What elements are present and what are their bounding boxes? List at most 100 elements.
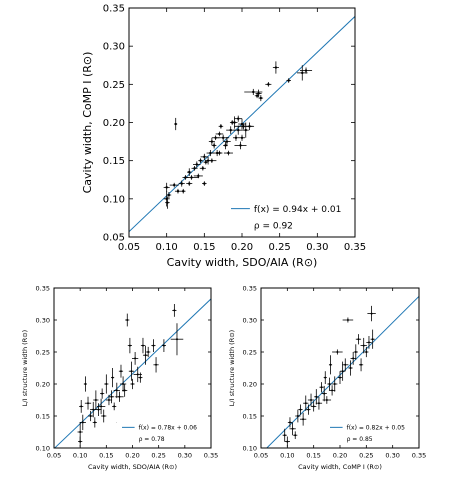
legend-box [226, 195, 351, 233]
point-marker [144, 354, 147, 357]
data-point [315, 396, 323, 410]
x-tick-label: 0.10 [280, 452, 294, 460]
data-point [231, 116, 238, 129]
point-marker [362, 344, 365, 347]
y-tick-label: 0.15 [36, 412, 50, 420]
point-marker [304, 402, 307, 405]
data-point [353, 344, 358, 360]
point-marker [237, 128, 240, 132]
data-point [327, 377, 332, 391]
data-point [92, 417, 97, 428]
data-point [118, 364, 124, 378]
x-tick-label: 0.20 [231, 242, 253, 253]
data-point [328, 355, 333, 375]
data-point [282, 428, 287, 442]
legend-box [117, 418, 207, 444]
data-point [180, 188, 186, 194]
x-tick-label: 0.35 [412, 452, 426, 460]
y-tick-label: 0.25 [243, 348, 257, 356]
point-marker [218, 151, 221, 155]
data-point [193, 173, 203, 179]
point-marker [240, 136, 244, 139]
data-point [223, 137, 231, 147]
data-point [287, 417, 293, 428]
data-point [108, 390, 115, 404]
data-point [207, 158, 217, 163]
y-tick-label: 0.25 [103, 80, 125, 91]
data-point [83, 376, 87, 392]
data-point [112, 402, 117, 411]
data-point [163, 182, 170, 192]
data-point [311, 401, 317, 412]
point-marker [242, 125, 245, 128]
point-marker [93, 421, 96, 424]
data-point [337, 371, 343, 384]
point-marker [209, 151, 212, 155]
point-marker [128, 344, 131, 347]
x-tick-label: 0.20 [333, 452, 347, 460]
point-marker [210, 140, 214, 143]
data-point [272, 61, 279, 74]
point-marker [193, 167, 196, 170]
data-point [101, 409, 107, 423]
point-marker [89, 415, 92, 417]
y-tick-label: 0.30 [36, 316, 50, 324]
point-marker [79, 431, 82, 433]
x-tick-label: 0.30 [306, 242, 328, 253]
data-point [303, 395, 309, 411]
point-marker [219, 125, 223, 128]
x-axis-label: Cavity width, SDO/AIA (R⊙) [167, 256, 318, 269]
point-marker [84, 383, 87, 385]
x-tick-label: 0.05 [47, 452, 61, 460]
y-tick-label: 0.05 [103, 233, 125, 244]
point-marker [346, 319, 349, 321]
point-marker [87, 402, 90, 405]
data-point [193, 161, 201, 168]
point-marker [180, 182, 183, 185]
point-marker [336, 351, 339, 353]
point-marker [122, 383, 125, 385]
data-point [200, 153, 209, 160]
data-point [125, 313, 130, 327]
point-marker [118, 395, 121, 398]
legend-fit-label: f(x) = 0.82x + 0.05 [347, 424, 405, 431]
data-point [151, 339, 156, 352]
point-marker [173, 183, 176, 187]
data-point [169, 182, 179, 188]
data-point [307, 393, 315, 407]
point-marker [214, 136, 217, 139]
data-point [265, 82, 272, 87]
data-point [245, 122, 255, 131]
data-point [178, 180, 185, 187]
data-point [232, 134, 239, 141]
point-marker [203, 182, 206, 185]
point-marker [188, 182, 191, 185]
point-marker [325, 399, 328, 401]
point-marker [115, 389, 118, 392]
data-point [215, 131, 224, 137]
data-point [216, 150, 223, 156]
y-tick-label: 0.20 [36, 380, 50, 388]
legend-rho-label: ρ = 0.92 [254, 222, 293, 232]
point-marker [320, 386, 323, 389]
data-point [113, 382, 120, 399]
data-point [172, 304, 177, 317]
legend-box [325, 418, 415, 444]
point-marker [304, 69, 308, 72]
data-point [100, 388, 105, 399]
x-tick-label: 0.15 [99, 452, 113, 460]
y-tick-label: 0.10 [243, 444, 257, 452]
scatter-panel-2: 0.05 0.10 0.15 0.20 0.25 0.30 0.350.100.150.20… [21, 284, 218, 471]
data-point [319, 382, 324, 393]
data-point [187, 168, 192, 176]
data-point [138, 372, 143, 383]
data-point [342, 317, 354, 323]
point-marker [79, 440, 82, 443]
x-tick-label: 0.20 [125, 452, 139, 460]
point-marker [294, 434, 297, 437]
point-marker [162, 344, 165, 347]
point-marker [352, 357, 355, 360]
y-axis-label: Cavity width, CoMP I (R⊙) [81, 52, 94, 194]
data-point [332, 376, 338, 392]
